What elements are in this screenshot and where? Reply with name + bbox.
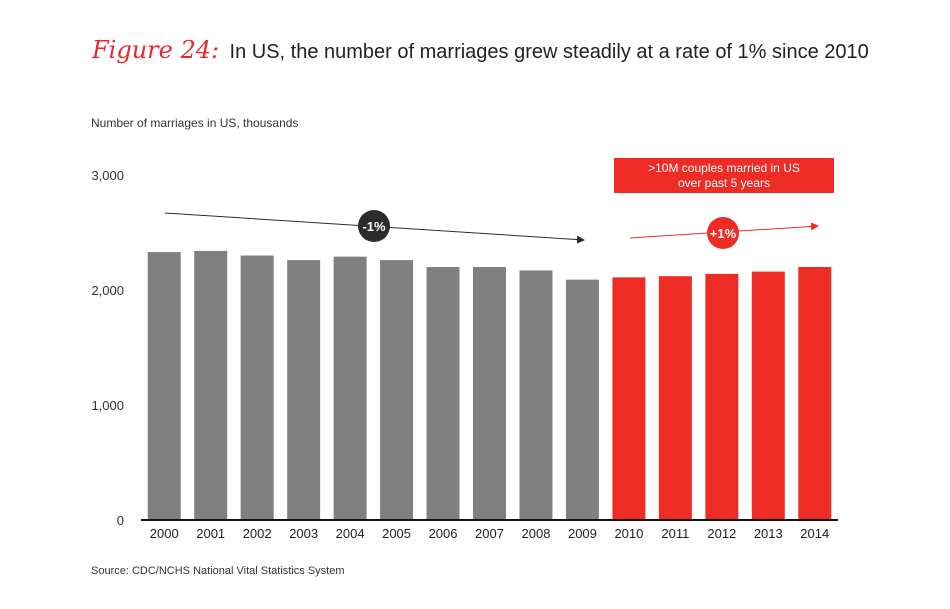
- x-tick-label: 2010: [614, 526, 643, 541]
- x-tick-label: 2013: [754, 526, 783, 541]
- bar-2001: [194, 250, 228, 520]
- growth-badge-label: +1%: [710, 226, 737, 241]
- x-tick-label: 2011: [661, 526, 689, 541]
- x-tick-label: 2002: [243, 526, 272, 541]
- bar-2004: [333, 256, 367, 520]
- chart-title: Figure 24: In US, the number of marriage…: [92, 36, 869, 64]
- x-tick-label: 2008: [522, 526, 551, 541]
- x-tick-label: 2000: [150, 526, 179, 541]
- y-tick-label: 1,000: [91, 398, 124, 413]
- bar-2010: [612, 277, 646, 520]
- source-note: Source: CDC/NCHS National Vital Statisti…: [91, 565, 345, 577]
- bar-2002: [240, 255, 274, 520]
- bar-2011: [658, 276, 692, 520]
- y-tick-label: 2,000: [91, 283, 124, 298]
- bar-2012: [705, 273, 739, 520]
- decline-badge-label: -1%: [362, 219, 386, 234]
- callout-box: [614, 158, 834, 193]
- figure-label: Figure 24:: [92, 36, 220, 64]
- bar-2005: [380, 260, 414, 520]
- bar-2013: [751, 271, 785, 520]
- callout-line-1: >10M couples married in US: [648, 161, 800, 175]
- x-tick-label: 2001: [196, 526, 225, 541]
- bar-2007: [473, 267, 506, 520]
- bar-2008: [519, 270, 553, 520]
- x-tick-label: 2007: [475, 526, 504, 541]
- bar-2009: [565, 279, 599, 520]
- x-tick-label: 2009: [568, 526, 597, 541]
- y-tick-label: 3,000: [91, 168, 124, 183]
- title-text: In US, the number of marriages grew stea…: [229, 41, 869, 63]
- callout-line-2: over past 5 years: [678, 176, 770, 190]
- bar-2014: [798, 267, 832, 520]
- growth-badge: [707, 217, 739, 249]
- y-axis-label: Number of marriages in US, thousands: [91, 116, 299, 130]
- x-tick-label: 2006: [429, 526, 458, 541]
- x-tick-label: 2014: [800, 526, 829, 541]
- x-tick-label: 2012: [707, 526, 736, 541]
- bar-2006: [426, 267, 460, 520]
- decline-badge: [358, 210, 390, 242]
- x-tick-label: 2004: [336, 526, 365, 541]
- bar-2003: [287, 260, 321, 520]
- x-tick-label: 2003: [289, 526, 318, 541]
- bar-2000: [147, 252, 181, 521]
- x-tick-label: 2005: [382, 526, 411, 541]
- y-tick-label: 0: [117, 513, 124, 528]
